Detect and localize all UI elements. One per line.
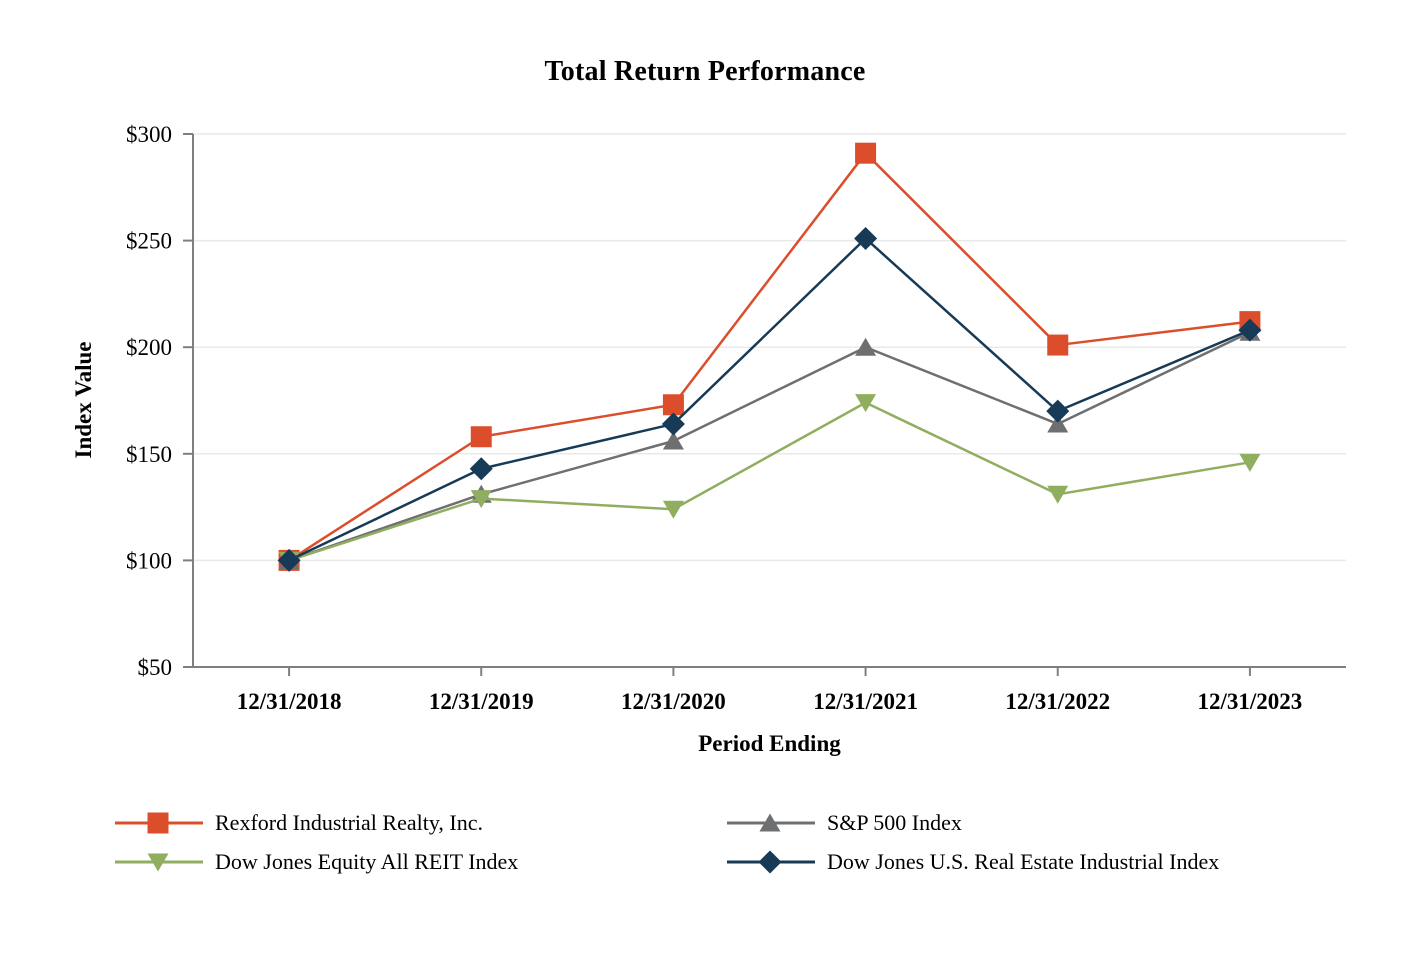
x-tick-label: 12/31/2023 (1198, 689, 1303, 714)
x-axis-title: Period Ending (698, 731, 841, 756)
legend-label-sp500: S&P 500 Index (827, 810, 962, 835)
y-tick-label: $250 (126, 229, 172, 254)
legend-label-dj-equity-all-reit: Dow Jones Equity All REIT Index (215, 849, 519, 874)
chart-title: Total Return Performance (544, 56, 866, 87)
y-tick-label: $150 (126, 442, 172, 467)
series-dow-jones-u-s-real-estate-industrial-index (277, 226, 1262, 572)
sp500-triangle-up-marker-icon (727, 813, 815, 832)
y-axis: $50 $100 $150 $200 $250 $300 (126, 122, 194, 680)
legend-label-dj-us-re-industrial: Dow Jones U.S. Real Estate Industrial In… (827, 849, 1220, 874)
y-axis-title: Index Value (71, 341, 96, 459)
legend-item-rexford: Rexford Industrial Realty, Inc. (115, 806, 727, 840)
dj-equity-all-reit-triangle-down-marker-icon (115, 853, 203, 872)
series-dow-jones-equity-all-reit-index (278, 394, 1261, 570)
dj-us-re-industrial-diamond-marker-icon (727, 850, 815, 874)
x-tick-label: 12/31/2018 (237, 689, 342, 714)
rexford-square-marker-icon (115, 812, 203, 834)
x-tick-label: 12/31/2020 (621, 689, 726, 714)
x-tick-label: 12/31/2021 (813, 689, 918, 714)
x-tick-label: 12/31/2022 (1005, 689, 1110, 714)
legend-item-sp500: S&P 500 Index (727, 806, 1219, 840)
y-tick-label: $200 (126, 335, 172, 360)
x-axis: 12/31/2018 12/31/2019 12/31/2020 12/31/2021… (186, 666, 1346, 714)
legend-item-dj-equity-all-reit: Dow Jones Equity All REIT Index (115, 845, 727, 879)
x-tick-label: 12/31/2019 (429, 689, 534, 714)
y-tick-label: $100 (126, 548, 172, 573)
chart-legend: Rexford Industrial Realty, Inc. S&P 500 … (115, 806, 1219, 879)
y-tick-label: $50 (138, 655, 173, 680)
y-tick-label: $300 (126, 122, 172, 147)
series-s-p-500-index (278, 322, 1261, 569)
legend-label-rexford: Rexford Industrial Realty, Inc. (215, 810, 483, 835)
gridlines (193, 133, 1346, 562)
series-rexford-industrial-realty-inc (278, 142, 1261, 571)
legend-item-dj-us-re-industrial: Dow Jones U.S. Real Estate Industrial In… (727, 845, 1219, 879)
